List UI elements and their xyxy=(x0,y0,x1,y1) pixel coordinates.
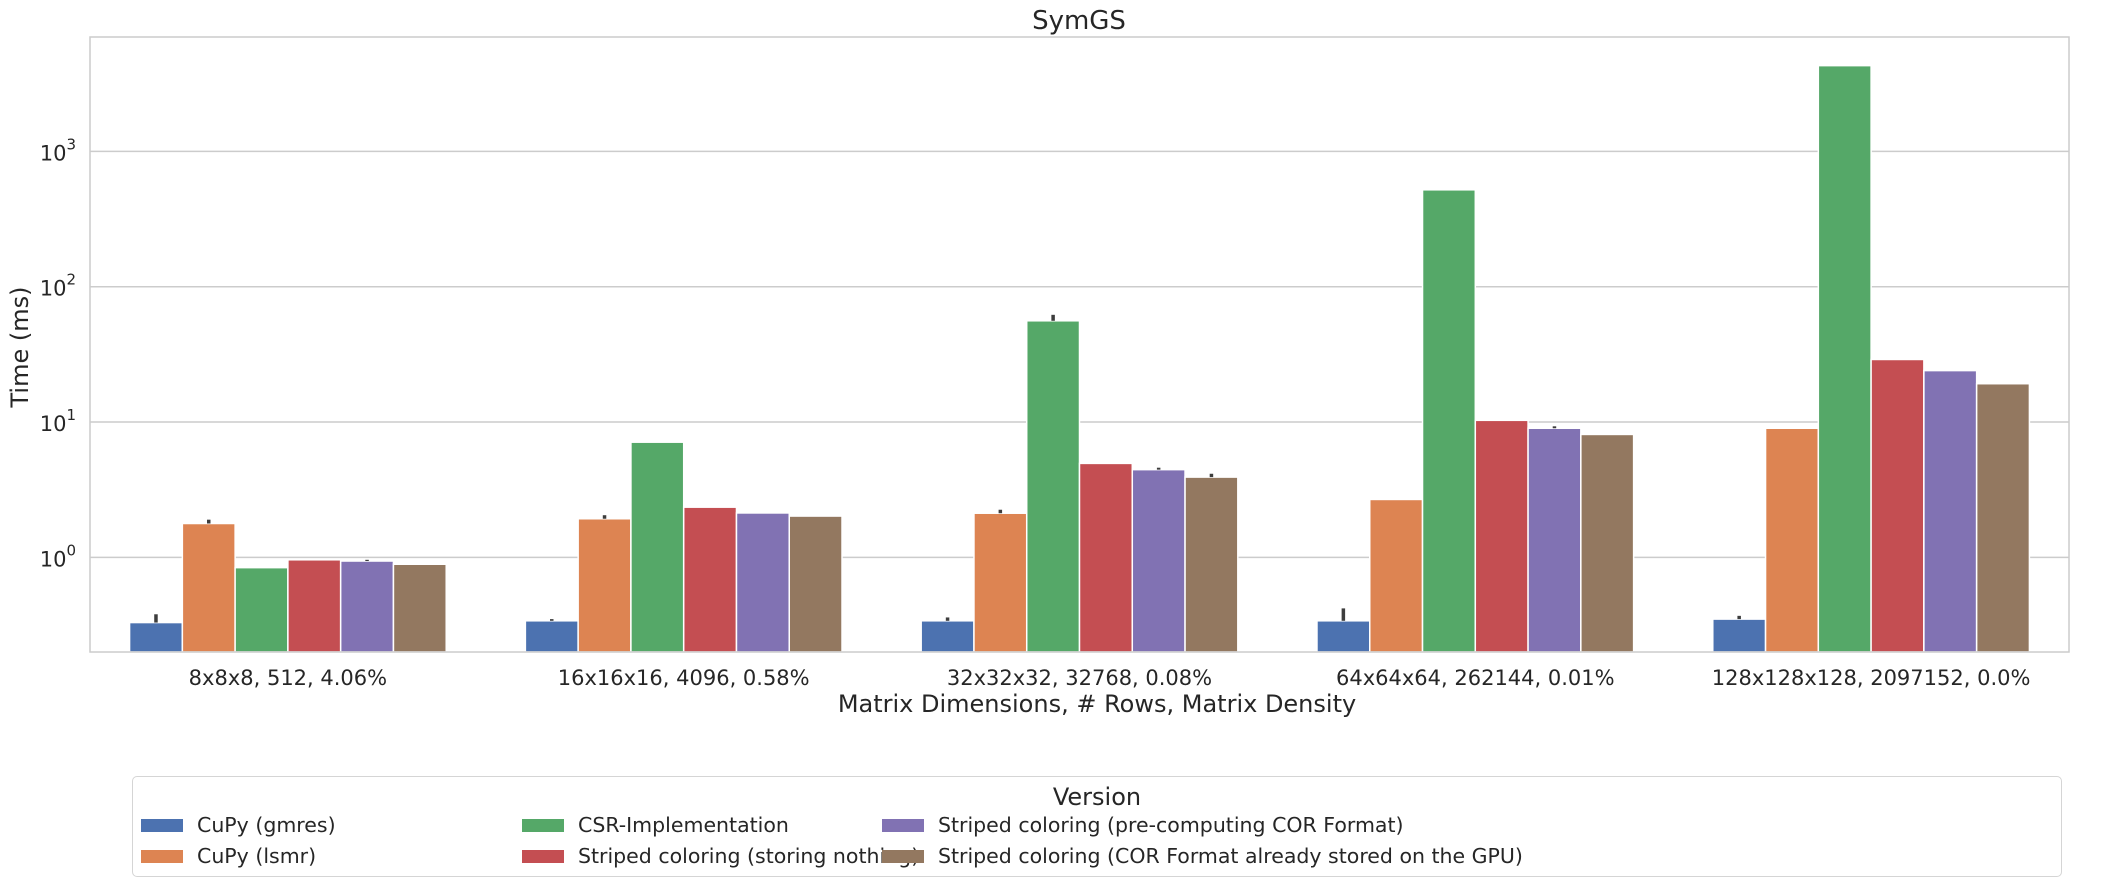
legend: Version CuPy (gmres) CuPy (lsmr) CSR-Imple… xyxy=(132,776,2062,877)
bar xyxy=(1421,189,1477,653)
x-tick-label: 128x128x128, 2097152, 0.0% xyxy=(1712,666,2031,690)
bar xyxy=(181,522,236,653)
bar xyxy=(1923,369,1978,653)
bar xyxy=(1025,320,1081,653)
legend-swatch xyxy=(141,818,183,832)
x-tick-label: 32x32x32, 32768, 0.08% xyxy=(947,666,1212,690)
bar xyxy=(1712,618,1767,653)
bar xyxy=(1184,476,1239,653)
bar xyxy=(973,512,1028,653)
bar xyxy=(1527,427,1582,653)
bar xyxy=(234,566,289,653)
legend-label: Striped coloring (pre-computing COR Form… xyxy=(938,813,1404,837)
bar xyxy=(1975,382,2031,653)
bar xyxy=(577,518,632,653)
y-tick-label: 101 xyxy=(40,406,76,436)
legend-label: CuPy (gmres) xyxy=(197,813,336,837)
bar xyxy=(1316,620,1371,653)
bar xyxy=(630,441,685,653)
bar xyxy=(1131,468,1186,653)
legend-label: CuPy (lsmr) xyxy=(197,844,317,868)
legend-item: Striped coloring (storing nothing) xyxy=(522,844,919,868)
bar xyxy=(682,506,738,653)
bars xyxy=(128,64,2031,653)
bar xyxy=(1474,419,1529,653)
legend-swatch xyxy=(882,849,924,863)
y-tick-label: 100 xyxy=(40,541,76,571)
y-tick-label: 103 xyxy=(40,135,76,165)
x-tick-label: 8x8x8, 512, 4.06% xyxy=(189,666,387,690)
bar xyxy=(1764,427,1820,653)
bar xyxy=(392,563,447,653)
bar xyxy=(524,620,579,653)
legend-label: CSR-Implementation xyxy=(578,813,789,837)
chart-svg: 100 101 102 103 8x8x8, 512, 4.06% 16x16x16, … xyxy=(6,6,2070,718)
bar xyxy=(788,515,843,653)
bar xyxy=(1870,358,1925,653)
bar xyxy=(1369,498,1424,653)
legend-item: Striped coloring (pre-computing COR Form… xyxy=(882,813,1404,837)
legend-label: Striped coloring (COR Format already sto… xyxy=(938,844,1523,868)
chart-title: SymGS xyxy=(1032,6,1126,36)
y-tick-label: 102 xyxy=(40,271,76,301)
x-tick-label: 16x16x16, 4096, 0.58% xyxy=(558,666,810,690)
legend-swatch xyxy=(522,818,564,832)
bar xyxy=(1817,64,1872,653)
bar xyxy=(128,621,184,653)
legend-item: CSR-Implementation xyxy=(522,813,789,837)
bar xyxy=(1078,462,1134,653)
legend-item: CuPy (lsmr) xyxy=(141,844,316,868)
legend-item: CuPy (gmres) xyxy=(141,813,336,837)
y-axis-label: Time (ms) xyxy=(6,287,34,409)
bar xyxy=(1580,433,1635,653)
bar xyxy=(735,512,790,653)
legend-item: Striped coloring (COR Format already sto… xyxy=(882,844,1523,868)
bar xyxy=(287,559,342,653)
legend-swatch xyxy=(882,818,924,832)
x-axis-label: Matrix Dimensions, # Rows, Matrix Densit… xyxy=(838,690,1356,718)
bar xyxy=(920,620,975,653)
x-tick-labels: 8x8x8, 512, 4.06% 16x16x16, 4096, 0.58% 32… xyxy=(189,666,2031,690)
bar xyxy=(339,560,395,653)
error-bars xyxy=(154,314,1741,623)
legend-swatch xyxy=(522,849,564,863)
plot-frame xyxy=(89,36,2070,653)
legend-title: Version xyxy=(1052,783,1142,811)
y-tick-labels: 100 101 102 103 xyxy=(40,135,76,571)
legend-swatch xyxy=(141,849,183,863)
legend-label: Striped coloring (storing nothing) xyxy=(578,844,920,868)
x-tick-label: 64x64x64, 262144, 0.01% xyxy=(1336,666,1615,690)
